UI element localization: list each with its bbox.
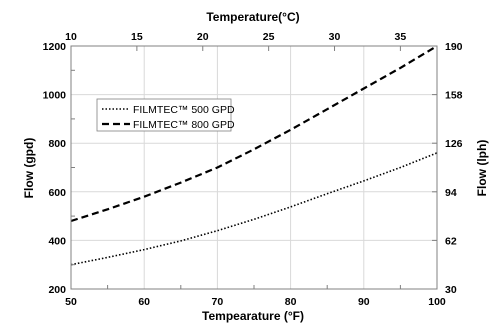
y-axis-title-right: Flow (lph): [475, 140, 489, 197]
top-tick-label: 35: [395, 31, 407, 43]
y-axis-title-left: Flow (gpd): [22, 138, 36, 199]
right-tick-label: 30: [445, 284, 457, 296]
right-tick-label: 62: [445, 235, 457, 247]
x-tick-label: 60: [138, 296, 150, 308]
right-tick-label: 126: [445, 138, 463, 150]
top-axis-title: Temperature(°C): [206, 10, 299, 24]
series-line-500gpd: [70, 152, 438, 266]
y-tick-label: 1000: [43, 90, 67, 102]
top-tick-label: 20: [197, 31, 209, 43]
right-tick-label: 94: [445, 187, 457, 199]
x-tick-label: 90: [358, 296, 370, 308]
x-axis-title: Tempearature (°F): [202, 309, 304, 323]
series-layer: [70, 45, 438, 266]
tick-marks: [70, 45, 437, 290]
y-tick-label: 600: [48, 187, 66, 199]
y-tick-label: 400: [48, 235, 66, 247]
top-tick-label: 15: [131, 31, 143, 43]
right-tick-label: 158: [445, 90, 463, 102]
legend-box: [96, 98, 232, 132]
grid-lines: [70, 45, 438, 290]
legend: FILMTEC™ 500 GPD FILMTEC™ 800 GPD: [96, 98, 235, 132]
top-tick-label: 30: [329, 31, 341, 43]
x-tick-label: 50: [65, 296, 77, 308]
legend-label-800gpd: FILMTEC™ 800 GPD: [133, 119, 235, 131]
y-tick-label: 200: [48, 284, 66, 296]
plot-frame: [70, 45, 438, 290]
y-tick-label: 1200: [43, 41, 67, 53]
x-tick-label: 80: [285, 296, 297, 308]
top-tick-label: 25: [263, 31, 275, 43]
x-tick-label: 100: [428, 296, 446, 308]
legend-label-500gpd: FILMTEC™ 500 GPD: [133, 104, 235, 116]
top-tick-label: 10: [65, 31, 77, 43]
series-line-800gpd: [70, 45, 438, 223]
right-tick-label: 190: [445, 41, 463, 53]
x-tick-label: 70: [212, 296, 224, 308]
y-tick-label: 800: [48, 138, 66, 150]
